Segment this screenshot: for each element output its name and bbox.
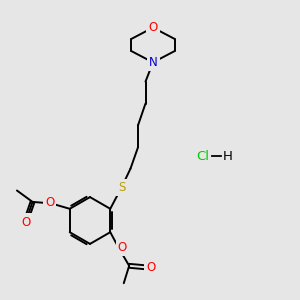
Text: O: O bbox=[45, 196, 54, 209]
Text: S: S bbox=[118, 181, 125, 194]
Text: O: O bbox=[146, 261, 155, 274]
Text: O: O bbox=[21, 215, 30, 229]
Text: Cl: Cl bbox=[196, 149, 209, 163]
Text: O: O bbox=[148, 21, 158, 34]
Text: N: N bbox=[148, 56, 158, 69]
Text: O: O bbox=[118, 241, 127, 254]
Text: H: H bbox=[223, 149, 232, 163]
